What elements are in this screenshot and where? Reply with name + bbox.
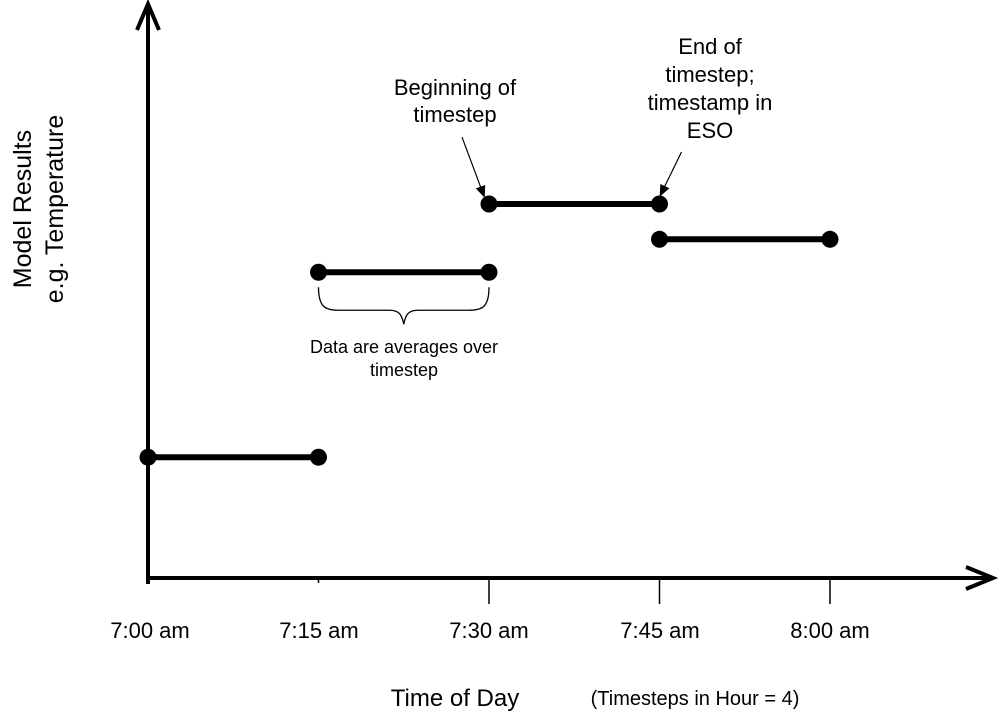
- annotation-beginning-of-timestep: Beginning of timestep: [393, 75, 517, 127]
- x-tick-label-715am: 7:15 am: [279, 618, 359, 643]
- data-point-dot: [821, 230, 839, 248]
- leader-line-beginning: [461, 136, 486, 198]
- data-point-dot: [139, 448, 157, 466]
- y-axis-arrowhead-icon: [135, 0, 161, 31]
- data-point-dot: [480, 263, 498, 281]
- timesteps-per-hour-note: (Timesteps in Hour = 4): [590, 688, 800, 710]
- data-point-dot: [310, 263, 327, 281]
- y-axis-label: Model Results e.g. Temperature: [9, 114, 69, 304]
- x-tick-label-800am: 8:00 am: [790, 618, 870, 643]
- data-point-dot: [310, 448, 327, 466]
- data-point-dot: [651, 195, 668, 213]
- x-axis-arrowhead-icon: [965, 565, 999, 591]
- x-tick-label-745am: 7:45 am: [620, 618, 700, 643]
- annotation-data-averages: Data are averages over timestep: [309, 337, 499, 380]
- data-point-dot: [651, 230, 668, 248]
- x-tick-label-700am: 7:00 am: [110, 618, 190, 643]
- x-axis-label: Time of Day: [390, 685, 520, 712]
- annotation-end-of-timestep: End of timestep; timestamp in ESO: [647, 34, 773, 143]
- leader-line-end: [659, 151, 683, 197]
- x-tick-label-730am: 7:30 am: [449, 618, 529, 643]
- data-point-dot: [480, 195, 498, 213]
- curly-brace: [317, 287, 490, 325]
